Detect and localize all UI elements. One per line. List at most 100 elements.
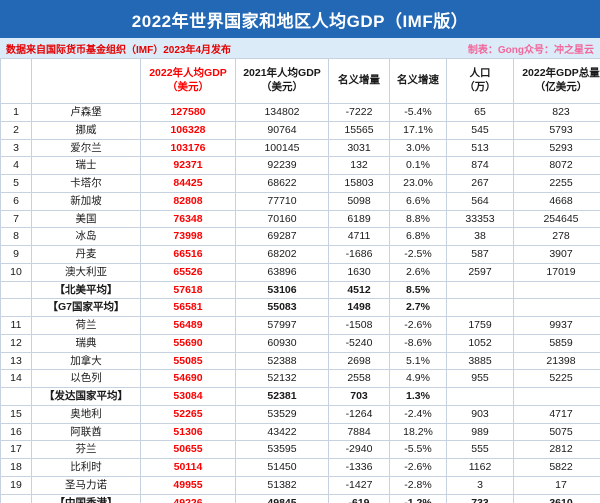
cell-pop: 989	[446, 422, 514, 442]
cell-name: 以色列	[31, 369, 141, 388]
cell-delta: 4711	[328, 227, 390, 246]
cell-pop: 555	[446, 440, 514, 459]
cell-delta: 15565	[328, 120, 390, 140]
cell-rate: -2.5%	[389, 245, 447, 264]
table-row: 17 芬兰 50655 53595 -2940 -5.5% 555 2812	[0, 440, 600, 459]
data-source-note: 数据来自国际货币基金组织（IMF）2023年4月发布	[6, 44, 232, 56]
cell-gdp2021: 100145	[235, 138, 329, 158]
cell-name: 卡塔尔	[31, 174, 141, 193]
cell-pop: 38	[446, 227, 514, 246]
table-row: 11 荷兰 56489 57997 -1508 -2.6% 1759 9937	[0, 316, 600, 335]
cell-name: 新加坡	[31, 191, 141, 211]
cell-name: 卢森堡	[31, 103, 141, 122]
cell-delta: 7884	[328, 422, 390, 442]
cell-pop: 733	[446, 493, 514, 503]
cell-pop: 903	[446, 404, 514, 424]
table-row: 3 爱尔兰 103176 100145 3031 3.0% 513 5293	[0, 138, 600, 158]
col-header-pop: 人口 （万）	[446, 58, 514, 104]
cell-name: 【G7国家平均】	[31, 298, 141, 317]
cell-delta: 1630	[328, 262, 390, 282]
cell-gdp2022: 50114	[140, 458, 236, 477]
cell-gdp2022: 84425	[140, 174, 236, 193]
cell-total: 3907	[513, 245, 600, 264]
cell-gdp2022: 57618	[140, 280, 236, 300]
cell-gdp2021: 77710	[235, 191, 329, 211]
cell-pop	[446, 298, 514, 317]
cell-delta: 2558	[328, 369, 390, 388]
cell-total: 4668	[513, 191, 600, 211]
cell-delta: 132	[328, 156, 390, 175]
cell-gdp2021: 90764	[235, 120, 329, 140]
cell-rank: 8	[0, 227, 32, 246]
cell-rank	[0, 298, 32, 317]
cell-gdp2022: 127580	[140, 103, 236, 122]
cell-pop: 65	[446, 103, 514, 122]
cell-total	[513, 298, 600, 317]
table-row-average: 【发达国家平均】 53084 52381 703 1.3%	[0, 387, 600, 406]
cell-gdp2021: 70160	[235, 209, 329, 229]
cell-pop: 1162	[446, 458, 514, 477]
cell-gdp2022: 53084	[140, 387, 236, 406]
cell-rank: 2	[0, 120, 32, 140]
cell-total: 5293	[513, 138, 600, 158]
cell-total: 21398	[513, 351, 600, 371]
cell-gdp2022: 55690	[140, 333, 236, 353]
cell-gdp2022: 56581	[140, 298, 236, 317]
table-row: 13 加拿大 55085 52388 2698 5.1% 3885 21398	[0, 351, 600, 371]
cell-rank: 18	[0, 458, 32, 477]
cell-delta: -2940	[328, 440, 390, 459]
cell-gdp2021: 134802	[235, 103, 329, 122]
cell-name: 芬兰	[31, 440, 141, 459]
cell-name: 爱尔兰	[31, 138, 141, 158]
cell-pop: 874	[446, 156, 514, 175]
table-row: 16 阿联酋 51306 43422 7884 18.2% 989 5075	[0, 422, 600, 442]
cell-delta: -1686	[328, 245, 390, 264]
cell-gdp2022: 49955	[140, 475, 236, 495]
cell-rate: 1.3%	[389, 387, 447, 406]
cell-gdp2022: 50655	[140, 440, 236, 459]
cell-delta: -7222	[328, 103, 390, 122]
cell-total: 3610	[513, 493, 600, 503]
table-row-average: 【G7国家平均】 56581 55083 1498 2.7%	[0, 298, 600, 317]
col-header-gdp2021: 2021年人均GDP （美元）	[235, 58, 329, 104]
col-header-gdp2022: 2022年人均GDP （美元）	[140, 58, 236, 104]
cell-delta: 703	[328, 387, 390, 406]
cell-rank: 14	[0, 369, 32, 388]
cell-rate: -2.6%	[389, 316, 447, 335]
cell-delta: 4512	[328, 280, 390, 300]
cell-gdp2022: 56489	[140, 316, 236, 335]
table-row: 19 圣马力诺 49955 51382 -1427 -2.8% 3 17	[0, 475, 600, 495]
cell-gdp2021: 49845	[235, 493, 329, 503]
cell-rank: 6	[0, 191, 32, 211]
cell-gdp2021: 69287	[235, 227, 329, 246]
table-row: 14 以色列 54690 52132 2558 4.9% 955 5225	[0, 369, 600, 388]
table-row: 1 卢森堡 127580 134802 -7222 -5.4% 65 823	[0, 103, 600, 122]
cell-pop: 587	[446, 245, 514, 264]
cell-rank: 3	[0, 138, 32, 158]
cell-gdp2021: 68622	[235, 174, 329, 193]
cell-delta: -5240	[328, 333, 390, 353]
cell-pop: 513	[446, 138, 514, 158]
cell-total: 2255	[513, 174, 600, 193]
cell-rate: 18.2%	[389, 422, 447, 442]
cell-name: 澳大利亚	[31, 262, 141, 282]
cell-gdp2022: 55085	[140, 351, 236, 371]
cell-total	[513, 280, 600, 300]
cell-pop: 267	[446, 174, 514, 193]
cell-rate: 5.1%	[389, 351, 447, 371]
table-row: 4 瑞士 92371 92239 132 0.1% 874 8072	[0, 156, 600, 175]
cell-rate: 6.6%	[389, 191, 447, 211]
col-header-rank	[0, 58, 32, 104]
cell-delta: 3031	[328, 138, 390, 158]
cell-name: 冰岛	[31, 227, 141, 246]
cell-name: 阿联酋	[31, 422, 141, 442]
cell-name: 丹麦	[31, 245, 141, 264]
cell-gdp2022: 76348	[140, 209, 236, 229]
cell-gdp2021: 92239	[235, 156, 329, 175]
cell-gdp2022: 82808	[140, 191, 236, 211]
cell-total: 9937	[513, 316, 600, 335]
cell-gdp2021: 52381	[235, 387, 329, 406]
cell-name: 【北美平均】	[31, 280, 141, 300]
cell-rate: -8.6%	[389, 333, 447, 353]
table-row: 12 瑞典 55690 60930 -5240 -8.6% 1052 5859	[0, 333, 600, 353]
